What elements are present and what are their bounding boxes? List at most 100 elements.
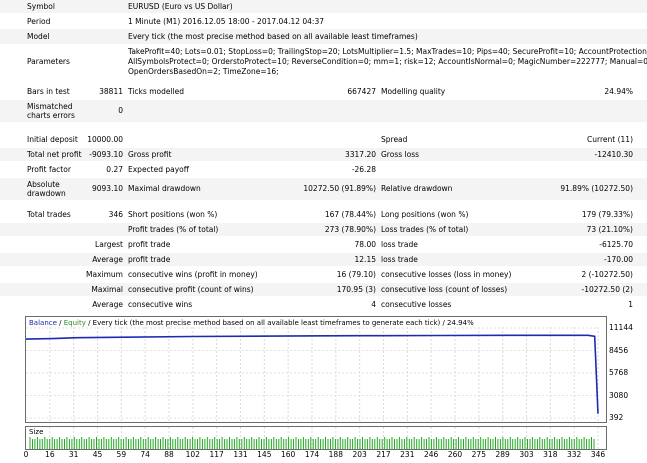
mismatched-label: charts errors (27, 111, 75, 120)
short-positions-value: 167 (78.44%) (324, 210, 376, 219)
absolute-drawdown-value: 9093.10 (91, 184, 123, 193)
x-tick-label: 303 (519, 450, 534, 459)
x-tick-label: 45 (92, 450, 103, 459)
parameters-line: OpenOrdersBasedOn=2; TimeZone=16; (128, 67, 279, 76)
x-tick-label: 174 (304, 450, 320, 459)
gross-loss-value: -12410.30 (594, 150, 634, 159)
profit-trades-value: 273 (78.90%) (324, 225, 376, 234)
short-positions-label: Short positions (won %) (128, 210, 218, 219)
chart-plot (26, 334, 599, 414)
x-tick-label: 0 (23, 450, 29, 459)
balance-line (26, 334, 599, 414)
y-tick-label: 11144 (609, 323, 633, 332)
x-tick-label: 246 (423, 450, 439, 459)
largest-profit-value: 78.00 (354, 240, 376, 249)
chart-grid (26, 327, 599, 422)
maximal-drawdown-value: 10272.50 (91.89%) (303, 184, 376, 193)
x-tick-label: 74 (140, 450, 150, 459)
x-tick-label: 217 (376, 450, 391, 459)
average-consecutive-label: Average (92, 300, 123, 309)
average-loss-label: loss trade (381, 255, 418, 264)
gross-loss-label: Gross loss (381, 150, 420, 159)
average-profit-value: 12.15 (354, 255, 376, 264)
row-shade (0, 178, 647, 200)
x-tick-label: 117 (209, 450, 224, 459)
bars-value: 38811 (99, 87, 123, 96)
initial-deposit-value: 10000.00 (87, 135, 123, 144)
parameters-line: AllSymbolsProtect=0; OrderstoProtect=10;… (128, 57, 647, 66)
largest-loss-label: loss trade (381, 240, 418, 249)
x-tick-label: 160 (280, 450, 296, 459)
legend-balance: Balance (29, 319, 57, 327)
maximum-label: Maximum (86, 270, 123, 279)
max-consecutive-losses-label: consecutive losses (loss in money) (381, 270, 512, 279)
loss-trades-value: 73 (21.10%) (586, 225, 633, 234)
x-tick-label: 102 (185, 450, 200, 459)
maximal-consecutive-profit-label: consecutive profit (count of wins) (128, 285, 254, 294)
x-tick-label: 231 (400, 450, 415, 459)
absolute-drawdown-label: Absolute (27, 180, 60, 189)
largest-label: Largest (95, 240, 123, 249)
long-positions-value: 179 (79.33%) (581, 210, 633, 219)
spread-label: Spread (381, 135, 408, 144)
legend-separator: / (57, 319, 64, 327)
x-tick-label: 145 (257, 450, 272, 459)
x-tick-label: 131 (233, 450, 248, 459)
chart-background (26, 317, 606, 422)
max-consecutive-losses-value: 2 (-10272.50) (581, 270, 633, 279)
quality-label: Modelling quality (381, 87, 446, 96)
legend-description: / Every tick (the most precise method ba… (86, 319, 474, 327)
bars-label: Bars in test (27, 87, 70, 96)
row-shade (0, 29, 647, 44)
maximal-consecutive-profit-value: 170.95 (3) (336, 285, 376, 294)
row-shade (0, 148, 647, 161)
y-tick-label: 3080 (609, 390, 629, 400)
total-trades-label: Total trades (27, 210, 71, 219)
relative-drawdown-label: Relative drawdown (381, 184, 453, 193)
initial-deposit-label: Initial deposit (27, 135, 78, 144)
maximal-consecutive-loss-value: -10272.50 (2) (581, 285, 633, 294)
row-shade (0, 100, 647, 122)
model-value: Every tick (the most precise method base… (128, 32, 418, 41)
net-profit-label: Total net profit (27, 150, 82, 159)
model-label: Model (27, 32, 50, 41)
x-axis-labels: 0 16 31 45 59 74 88 102 117 131 145 160 174 188 203 217… (0, 450, 647, 462)
gross-profit-label: Gross profit (128, 150, 172, 159)
profit-factor-label: Profit factor (27, 165, 71, 174)
gross-profit-value: 3317.20 (344, 150, 376, 159)
avg-consecutive-losses-label: consecutive losses (381, 300, 452, 309)
quality-value: 24.94% (604, 87, 633, 96)
x-tick-label: 31 (68, 450, 79, 459)
max-consecutive-wins-value: 16 (79.10) (336, 270, 376, 279)
row-shade (0, 283, 647, 296)
maximal-label: Maximal (91, 285, 123, 294)
x-tick-label: 289 (495, 450, 510, 459)
symbol-value: EURUSD (Euro vs US Dollar) (128, 2, 233, 11)
legend-equity: Equity (64, 319, 86, 327)
profit-factor-value: 0.27 (106, 165, 123, 174)
chart-legend: Balance / Equity / Every tick (the most … (29, 319, 474, 327)
avg-consecutive-losses-value: 1 (628, 300, 633, 309)
x-tick-label: 88 (164, 450, 174, 459)
average-label: Average (92, 255, 123, 264)
y-tick-label: 5768 (609, 368, 629, 377)
x-tick-label: 346 (590, 450, 606, 459)
x-tick-label: 332 (566, 450, 582, 459)
period-label: Period (27, 17, 51, 26)
size-chart-label: Size (29, 428, 43, 436)
maximal-consecutive-loss-label: consecutive loss (count of losses) (381, 285, 508, 294)
parameters-line: TakeProfit=40; Lots=0.01; StopLoss=0; Tr… (128, 47, 647, 56)
loss-trades-label: Loss trades (% of total) (381, 225, 469, 234)
row-shade (0, 253, 647, 266)
y-tick-label: 392 (609, 413, 624, 422)
relative-drawdown-value: 91.89% (10272.50) (560, 184, 633, 193)
x-tick-label: 275 (471, 450, 486, 459)
net-profit-value: -9093.10 (89, 150, 123, 159)
row-shade (0, 223, 647, 236)
mismatched-label: Mismatched (27, 102, 73, 111)
row-shade (0, 0, 647, 13)
spread-value: Current (11) (587, 135, 633, 144)
largest-profit-label: profit trade (128, 240, 171, 249)
x-tick-label: 260 (447, 450, 463, 459)
mismatched-value: 0 (118, 106, 123, 115)
